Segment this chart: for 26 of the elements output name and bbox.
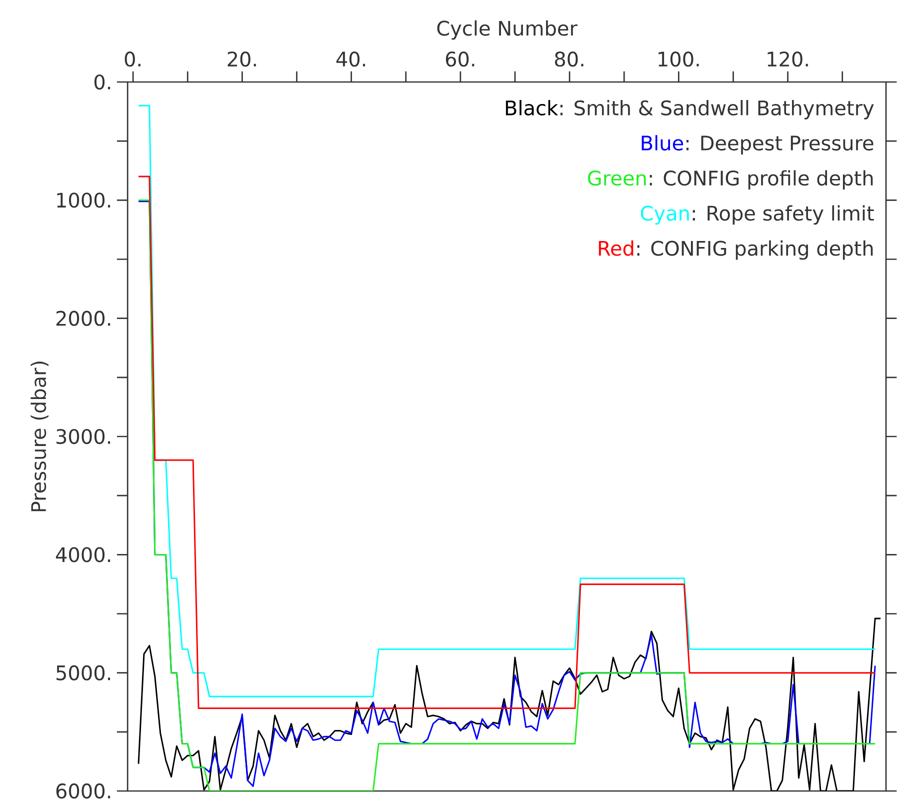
x-tick-label: 20. (228, 52, 256, 67)
y-tick-label: 0. (94, 74, 110, 90)
y-tick-label: 5000. (56, 665, 110, 680)
x-axis-title: Cycle Number (437, 20, 578, 40)
text: Cyan (640, 206, 689, 225)
annotation: : Deepest Pressure (686, 136, 874, 154)
y-tick-label: 2000. (56, 310, 110, 326)
annotation: : Rope safety limit (692, 205, 874, 225)
x-tick-label: 100. (658, 52, 699, 67)
x-tick-label: 80. (555, 52, 584, 67)
y-tick-label: 6000. (56, 783, 110, 799)
text: Blue (642, 135, 684, 151)
x-tick-label: 120. (768, 52, 808, 67)
text: Red (598, 240, 634, 256)
annotation: : CONFIG profile depth (650, 170, 873, 190)
x-tick-label: 0. (124, 52, 140, 67)
y-axis-title: Pressure (dbar) (30, 362, 48, 512)
y-tick-label: 4000. (56, 547, 110, 562)
annotation: : Smith & Sandwell Bathymetry (560, 100, 874, 120)
text: Black (506, 100, 558, 116)
y-tick-label: 1000. (57, 192, 110, 208)
text: Green (588, 170, 646, 186)
annotation: : CONFIG parking depth (637, 240, 873, 260)
x-tick-label: 40. (336, 52, 366, 67)
y-tick-label: 3000. (56, 428, 110, 444)
x-tick-label: 60. (446, 52, 474, 67)
